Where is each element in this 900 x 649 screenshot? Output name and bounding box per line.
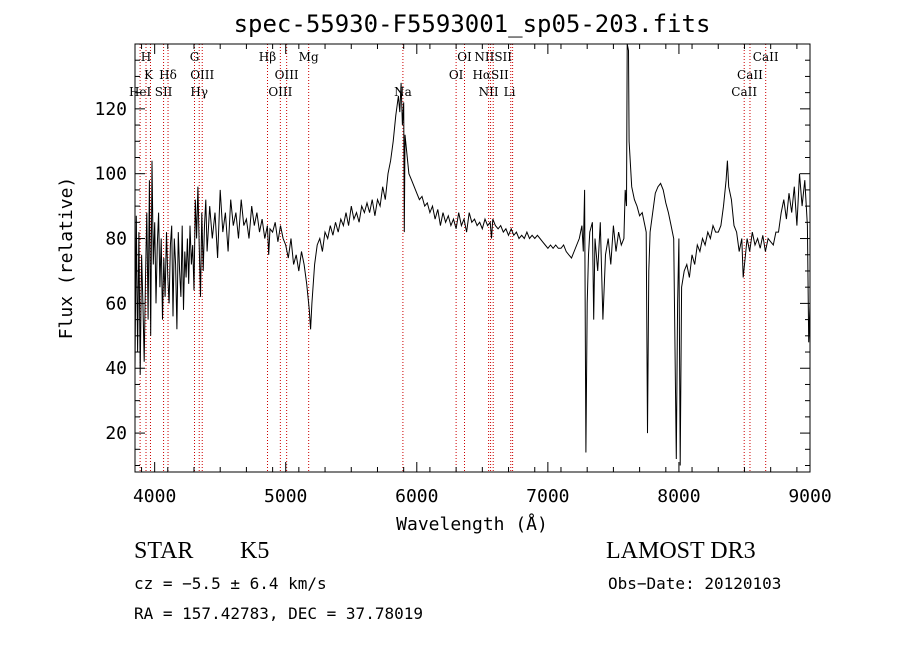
marker-label: NII	[479, 85, 499, 99]
plot-frame	[134, 43, 811, 473]
object-subclass: K5	[240, 538, 270, 564]
marker-label: Hδ	[159, 68, 177, 82]
y-axis-label: Flux (relative)	[56, 177, 77, 340]
marker-label: Hγ	[190, 85, 208, 99]
spectral-line-labels: HKHeIHδSIIGOIIIHγHβOIIIOIIIMgNaOIOINIISI…	[129, 50, 779, 99]
y-tick-label: 40	[105, 358, 127, 379]
redshift-velocity: cz = −5.5 ± 6.4 km/s	[134, 574, 327, 593]
marker-label: HαSII	[472, 68, 509, 82]
y-tick-label: 100	[94, 164, 127, 185]
spectral-line-markers	[139, 44, 767, 472]
x-axis-label: Wavelength (Å)	[396, 513, 548, 535]
y-tick-label: 20	[105, 423, 127, 444]
marker-label: OIII	[275, 68, 299, 82]
spectrum-line	[134, 43, 811, 466]
x-tick-label: 6000	[395, 486, 438, 507]
marker-label: OI	[457, 50, 472, 64]
marker-label: Na	[394, 85, 412, 99]
spectrum-chart: spec-55930-F5593001_sp05-203.fits HK HeI H…	[56, 10, 832, 535]
x-tick-label: 5000	[264, 486, 307, 507]
marker-label: K	[144, 68, 154, 82]
marker-label: CaII	[753, 50, 779, 64]
y-tick-label: 80	[105, 229, 127, 250]
axes: 4000 5000 6000 7000 8000 9000 20 40 60 80 100 120	[94, 43, 832, 507]
marker-label: G	[190, 50, 200, 64]
object-class: STAR	[134, 538, 194, 564]
marker-label: Hβ	[259, 50, 276, 64]
y-tick-label: 120	[94, 99, 127, 120]
x-tick-label: 8000	[657, 486, 700, 507]
marker-label: OI	[449, 68, 464, 82]
marker-label: NIISII	[474, 50, 512, 64]
chart-title: spec-55930-F5593001_sp05-203.fits	[234, 10, 711, 38]
x-tick-label: 7000	[526, 486, 569, 507]
marker-label: HeI	[129, 85, 152, 99]
coordinates: RA = 157.42783, DEC = 37.78019	[134, 604, 423, 623]
y-tick-label: 60	[105, 293, 127, 314]
marker-label: OIII	[268, 85, 292, 99]
x-tick-label: 9000	[788, 486, 831, 507]
observation-date: Obs−Date: 20120103	[608, 574, 782, 593]
marker-label: H	[141, 50, 151, 64]
marker-label: Li	[504, 85, 516, 99]
survey-name: LAMOST DR3	[606, 538, 756, 564]
marker-label: Mg	[299, 50, 319, 64]
marker-label: CaII	[731, 85, 757, 99]
marker-label: SII	[155, 85, 173, 99]
marker-label: OIII	[190, 68, 214, 82]
marker-label: CaII	[737, 68, 763, 82]
x-tick-label: 4000	[133, 486, 176, 507]
